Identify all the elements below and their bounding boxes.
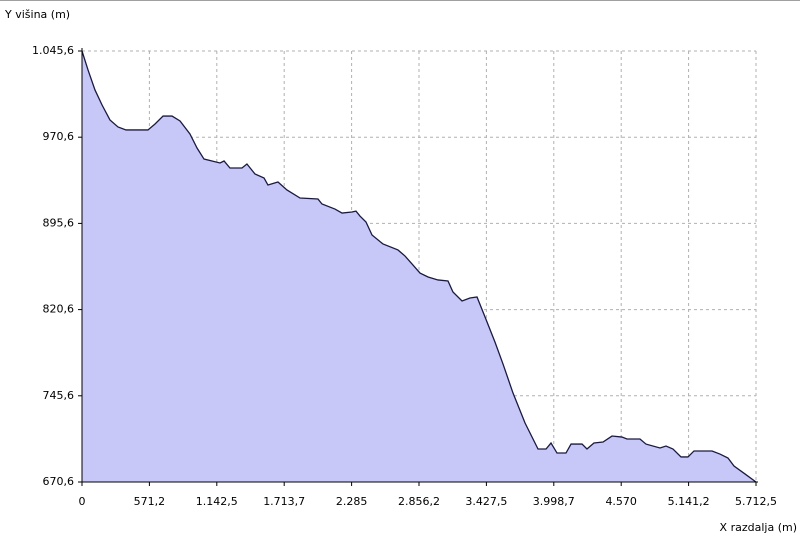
x-tick-label: 1.713,7 bbox=[263, 495, 305, 508]
area-fill bbox=[82, 51, 756, 482]
y-tick-label: 745,6 bbox=[43, 389, 75, 402]
x-tick-label: 1.142,5 bbox=[196, 495, 238, 508]
x-axis-label: X razdalja (m) bbox=[720, 521, 797, 534]
x-tick-label: 0 bbox=[79, 495, 86, 508]
x-tick-label: 2.285 bbox=[336, 495, 368, 508]
x-tick-label: 5.712,5 bbox=[735, 495, 777, 508]
x-tick-label: 3.427,5 bbox=[465, 495, 507, 508]
y-tick-label: 820,6 bbox=[43, 303, 75, 316]
y-axis-label: Y višina (m) bbox=[4, 8, 70, 21]
y-tick-label: 895,6 bbox=[43, 216, 75, 229]
y-tick-label: 1.045,6 bbox=[32, 44, 74, 57]
x-tick-label: 2.856,2 bbox=[398, 495, 440, 508]
y-tick-label: 970,6 bbox=[43, 130, 75, 143]
y-tick-label: 670,6 bbox=[43, 475, 75, 488]
x-tick-label: 3.998,7 bbox=[533, 495, 575, 508]
x-tick-label: 571,2 bbox=[134, 495, 166, 508]
x-tick-label: 5.141,2 bbox=[668, 495, 710, 508]
x-tick-label: 4.570 bbox=[605, 495, 637, 508]
profile-line bbox=[81, 50, 757, 483]
